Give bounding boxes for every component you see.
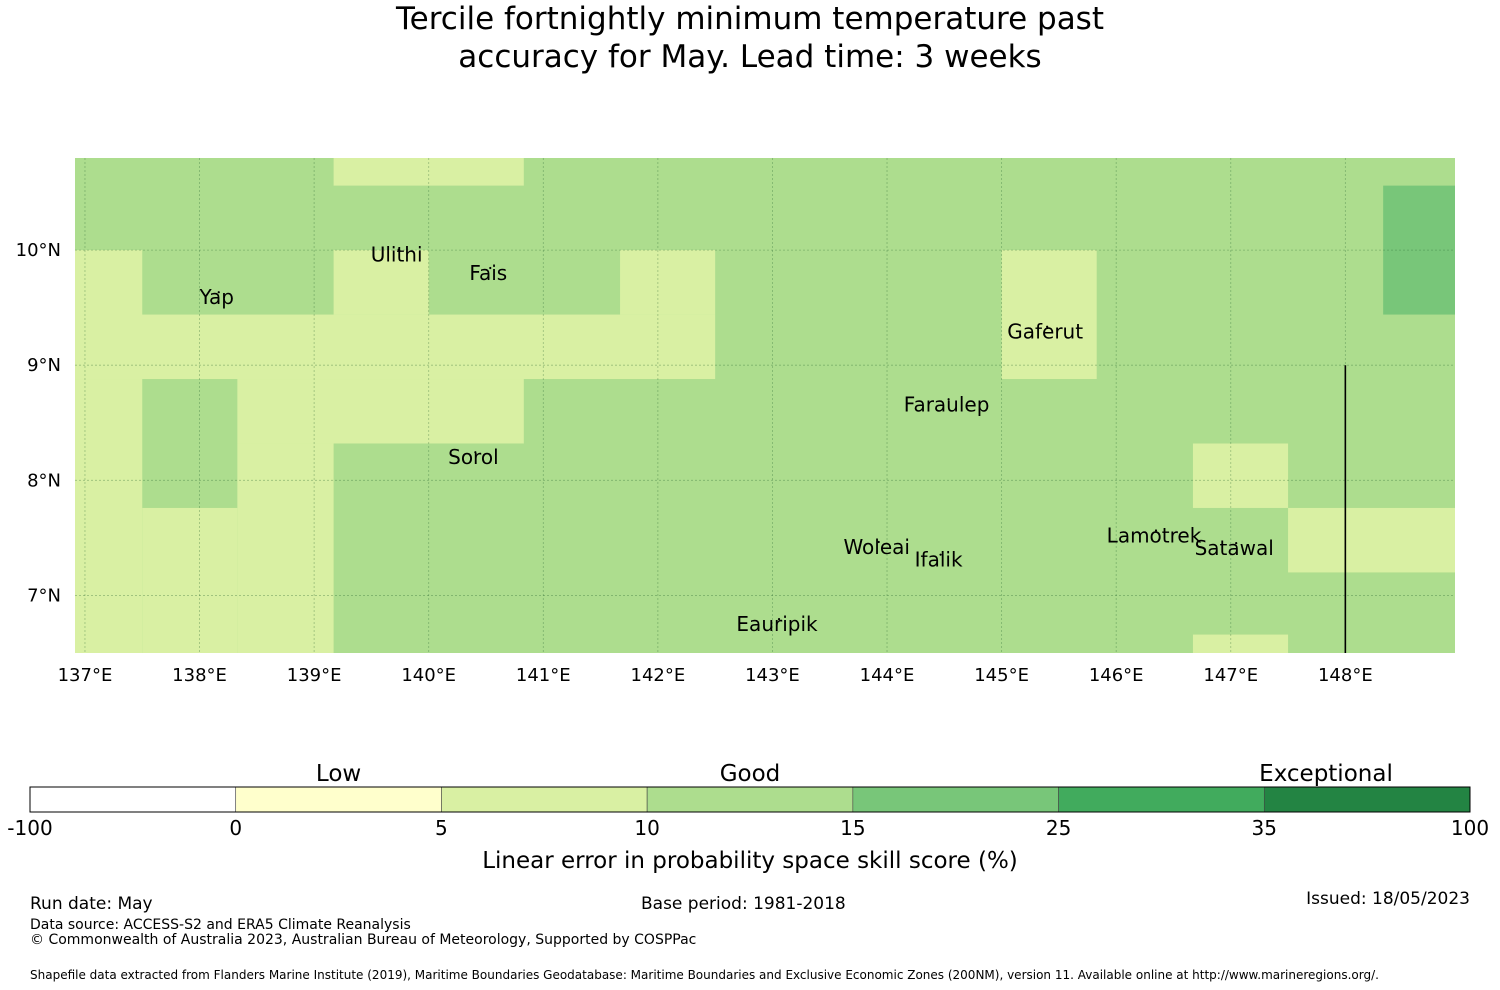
island-label: Faraulep <box>904 392 990 416</box>
island-marker <box>939 553 942 556</box>
data-source: Data source: ACCESS-S2 and ERA5 Climate … <box>30 917 411 933</box>
colorbar-tick-label: 5 <box>435 816 448 840</box>
colorbar-tick-label: -100 <box>7 816 52 840</box>
longitude-ticks: 137°E 138°E 139°E 140°E 141°E 142°E 143°E 144°E… <box>58 665 1373 686</box>
island-layer: Ulithi Fais Yap Gaferut Faraulep Sorol Woleai L… <box>199 243 1274 637</box>
longitude-tick-label: 139°E <box>287 665 342 686</box>
base-period: Base period: 1981-2018 <box>641 894 846 914</box>
island-marker <box>877 540 880 544</box>
colorbar-category-label: Exceptional <box>1259 761 1393 787</box>
latitude-tick-label: 8°N <box>27 470 61 491</box>
island-marker <box>1235 542 1238 545</box>
colorbar-swatch <box>235 786 442 813</box>
grid-cell <box>75 379 143 653</box>
colorbar-tick-label: 25 <box>1046 816 1071 840</box>
island-label: Eauripik <box>736 612 818 636</box>
island-label: Ifalik <box>915 548 963 572</box>
colorbar-tick-label: 100 <box>1451 816 1489 840</box>
island-label: Lamotrek <box>1107 523 1202 547</box>
colorbar-category-label: Good <box>720 761 781 787</box>
shapefile-credit: Shapefile data extracted from Flanders M… <box>30 968 1379 982</box>
colorbar-tick-label: 35 <box>1252 816 1277 840</box>
island-marker <box>474 451 477 454</box>
island-label: Gaferut <box>1007 320 1083 344</box>
longitude-tick-label: 146°E <box>1089 665 1144 686</box>
graticule <box>75 158 1455 653</box>
grid-cell <box>333 158 524 186</box>
grid-cell <box>1001 250 1097 380</box>
longitude-tick-label: 140°E <box>401 665 456 686</box>
longitude-tick-label: 144°E <box>860 665 915 686</box>
latitude-tick-label: 10°N <box>16 240 61 261</box>
longitude-tick-label: 138°E <box>172 665 227 686</box>
copyright: © Commonwealth of Australia 2023, Austra… <box>30 932 697 948</box>
island-marker <box>1154 529 1158 532</box>
title-line-2: accuracy for May. Lead time: 3 weeks <box>458 39 1042 75</box>
colorbar-tick-label: 0 <box>229 816 242 840</box>
longitude-tick-label: 141°E <box>516 665 571 686</box>
longitude-tick-label: 145°E <box>974 665 1029 686</box>
colorbar: -100 0 5 10 15 25 35 100 Low Good Exceptional Linea… <box>7 761 1489 874</box>
colorbar-swatch <box>1058 786 1265 813</box>
colorbar-swatch <box>1263 786 1471 813</box>
issued-date: Issued: 18/05/2023 <box>1306 889 1470 909</box>
longitude-tick-label: 148°E <box>1318 665 1373 686</box>
run-date: Run date: May <box>30 894 153 914</box>
grid-cell <box>142 507 238 653</box>
island-marker <box>1046 325 1049 328</box>
grid-cell <box>237 379 524 444</box>
colorbar-tick-label: 15 <box>840 816 865 840</box>
grid-cell <box>333 250 429 315</box>
grid-cell <box>1192 443 1289 508</box>
colorbar-swatch <box>646 786 854 813</box>
colorbar-category-label: Low <box>316 761 361 787</box>
skill-grid-cells <box>75 158 1455 653</box>
island-marker <box>217 291 220 294</box>
grid-cell <box>1192 634 1289 653</box>
grid-cell <box>1288 507 1455 573</box>
grid-cell <box>1383 185 1455 315</box>
colorbar-tick-label: 10 <box>634 816 659 840</box>
colorbar-swatch <box>441 786 648 813</box>
island-marker <box>947 398 950 401</box>
latitude-tick-label: 9°N <box>27 355 61 376</box>
island-label: Woleai <box>843 535 910 559</box>
title-line-1: Tercile fortnightly minimum temperature … <box>396 1 1104 37</box>
grid-cell <box>620 250 716 315</box>
island-label: Ulithi <box>371 243 423 267</box>
page-title: Tercile fortnightly minimum temperature … <box>0 0 1500 76</box>
longitude-tick-label: 142°E <box>631 665 686 686</box>
grid-cell <box>75 314 716 380</box>
latitude-ticks: 10°N 9°N 8°N 7°N <box>16 240 61 606</box>
colorbar-swatch <box>852 786 1059 813</box>
island-marker <box>397 248 400 251</box>
longitude-tick-label: 147°E <box>1203 665 1258 686</box>
grid-cell <box>237 443 334 653</box>
island-label: Fais <box>469 261 507 285</box>
island-label: Satawal <box>1195 536 1274 560</box>
longitude-tick-label: 137°E <box>58 665 113 686</box>
island-label: Yap <box>199 285 234 309</box>
colorbar-axis-label: Linear error in probability space skill … <box>482 848 1018 874</box>
island-marker <box>777 618 781 621</box>
island-marker <box>489 266 492 270</box>
latitude-tick-label: 7°N <box>27 585 61 606</box>
colorbar-swatch <box>29 786 237 813</box>
longitude-tick-label: 143°E <box>745 665 800 686</box>
island-label: Sorol <box>448 445 499 469</box>
colorbar-outline <box>29 786 1471 813</box>
